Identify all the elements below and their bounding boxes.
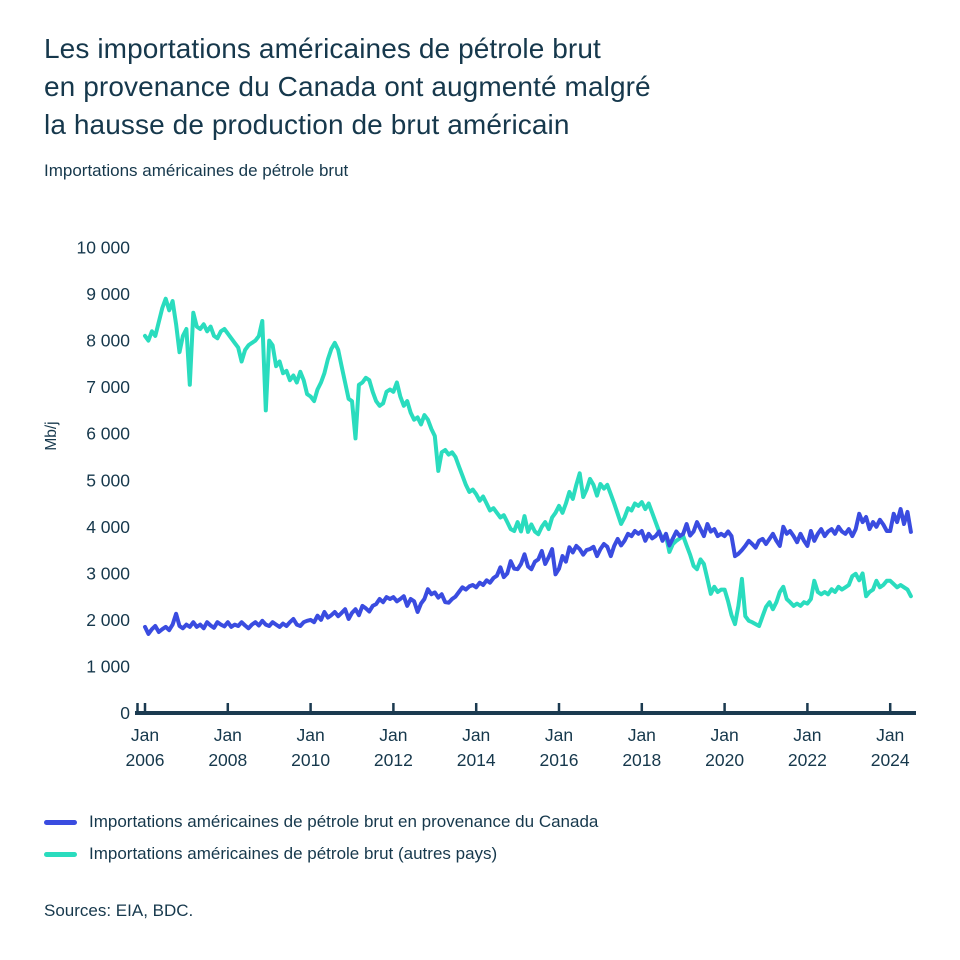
- chart-legend: Importations américaines de pétrole brut…: [44, 806, 598, 870]
- legend-swatch-others: [44, 851, 77, 857]
- x-tick-label-month: Jan: [131, 725, 159, 745]
- series-line-canada: [143, 507, 913, 636]
- x-tick-label-month: Jan: [462, 725, 490, 745]
- y-tick-label: 8 000: [86, 331, 130, 351]
- y-tick-label: 10 000: [76, 238, 130, 258]
- legend-item-canada: Importations américaines de pétrole brut…: [44, 806, 598, 838]
- legend-label-others: Importations américaines de pétrole brut…: [89, 844, 498, 863]
- line-chart: 0 1 000 2 000 3 000 4 000 5 000 6 000 7 000 8 00…: [43, 238, 916, 770]
- y-axis-unit-label: Mb/j: [43, 421, 60, 450]
- sources-note: Sources: EIA, BDC.: [44, 901, 194, 920]
- x-tick-label-month: Jan: [296, 725, 324, 745]
- y-tick-label: 5 000: [86, 470, 130, 490]
- x-tick-label-year: 2012: [374, 750, 413, 770]
- y-tick-label: 9 000: [86, 284, 130, 304]
- x-tick-label-year: 2024: [871, 750, 910, 770]
- y-tick-label: 0: [120, 703, 130, 723]
- x-tick-label-month: Jan: [710, 725, 738, 745]
- x-tick-label-year: 2018: [622, 750, 661, 770]
- y-tick-label: 4 000: [86, 517, 130, 537]
- legend-label-canada: Importations américaines de pétrole brut…: [89, 812, 599, 831]
- chart-title-line-2: en provenance du Canada ont augmenté mal…: [44, 71, 651, 102]
- legend-item-others: Importations américaines de pétrole brut…: [44, 838, 598, 870]
- x-tick-label-year: 2006: [126, 750, 165, 770]
- chart-title: Les importations américaines de pétrole …: [44, 30, 924, 144]
- x-tick-label-month: Jan: [214, 725, 242, 745]
- x-tick-label-year: 2022: [788, 750, 827, 770]
- chart-title-line-1: Les importations américaines de pétrole …: [44, 33, 601, 64]
- y-tick-label: 2 000: [86, 610, 130, 630]
- x-tick-label-year: 2010: [291, 750, 330, 770]
- series-line-others: [143, 296, 913, 628]
- x-tick-label-year: 2008: [208, 750, 247, 770]
- y-tick-label: 1 000: [86, 656, 130, 676]
- y-tick-label: 7 000: [86, 377, 130, 397]
- x-tick-label-month: Jan: [876, 725, 904, 745]
- x-tick-label-year: 2014: [457, 750, 496, 770]
- legend-swatch-canada: [44, 819, 77, 825]
- y-tick-label: 6 000: [86, 424, 130, 444]
- y-tick-label: 3 000: [86, 563, 130, 583]
- x-tick-label-month: Jan: [793, 725, 821, 745]
- chart-subtitle: Importations américaines de pétrole brut: [44, 161, 349, 180]
- x-tick-label-month: Jan: [628, 725, 656, 745]
- chart-header: Les importations américaines de pétrole …: [44, 30, 924, 182]
- chart-title-line-3: la hausse de production de brut américai…: [44, 109, 570, 140]
- x-tick-label-month: Jan: [379, 725, 407, 745]
- x-tick-label-month: Jan: [545, 725, 573, 745]
- x-tick-label-year: 2016: [540, 750, 579, 770]
- x-tick-label-year: 2020: [705, 750, 744, 770]
